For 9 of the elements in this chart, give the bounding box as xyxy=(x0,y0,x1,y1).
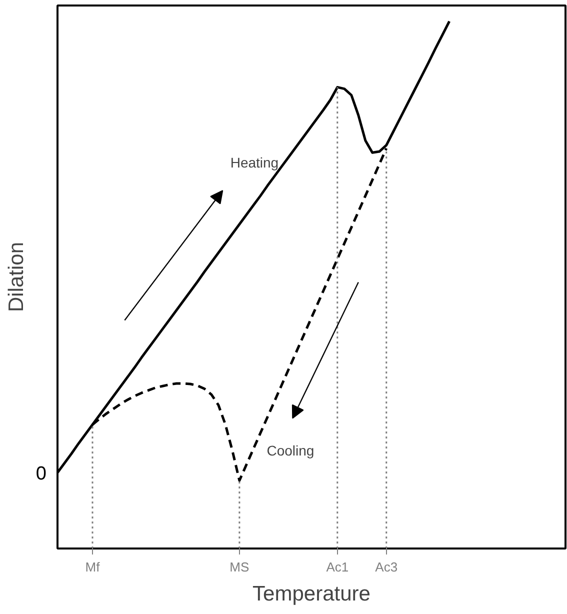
x-tick-label: Ac1 xyxy=(326,560,349,574)
y-axis-title: Dilation xyxy=(4,242,28,312)
text: 0 xyxy=(36,464,47,485)
x-axis-title: Temperature xyxy=(252,582,370,606)
annotation: Heating xyxy=(230,154,279,171)
x-tick-label: Mf xyxy=(85,560,100,574)
x-tick-label: MS xyxy=(230,560,250,574)
annotation: Cooling xyxy=(266,442,314,458)
x-tick-label: Ac3 xyxy=(375,560,398,574)
